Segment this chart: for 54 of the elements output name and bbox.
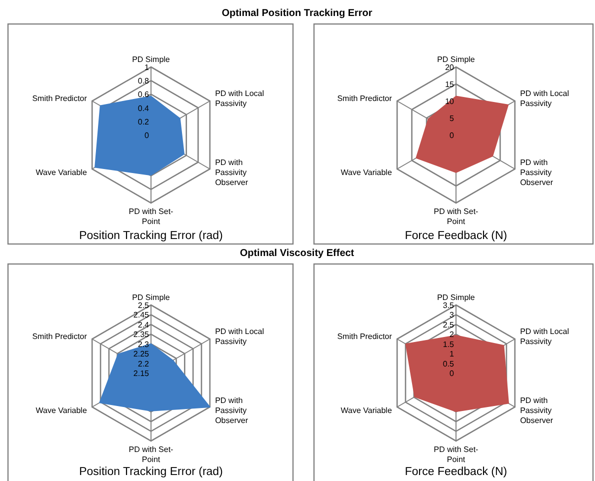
y-tick-label: 0 [144,131,150,140]
spoke-label: PD with Passivity Observer [520,396,554,425]
spoke-label: PD with Set-Point [128,207,174,226]
spoke-label: Wave Variable [36,168,88,177]
text: Position Tracking Error (rad) [79,230,224,242]
y-tick-label: 2.25 [133,350,150,359]
y-tick-label: 0.6 [138,90,150,100]
spoke-label: Smith Predictor [337,332,392,341]
spoke-label: PD with Local Passivity [215,327,264,346]
y-tick-label: 2.5 [138,301,150,310]
y-tick-label: 1 [450,350,455,359]
spoke-label: PD with Passivity Observer [215,158,248,187]
y-tick-label: 1.5 [442,340,455,349]
y-tick-label: 1 [144,63,150,72]
y-tick-label: 2.15 [133,369,150,378]
spoke-label: PD Simple [437,293,476,302]
text: Optimal Position Tracking Error [222,8,372,19]
spoke-label: PD Simple [132,55,170,64]
y-tick-label: 5 [450,114,455,123]
text: Force Feedback (N) [404,466,508,478]
text: Optimal Viscosity Effect [240,248,355,259]
spoke-label: Smith Predictor [32,332,88,341]
spoke-label: PD with Local Passivity [215,89,264,108]
spoke-label: PD Simple [437,55,476,64]
spoke-label: PD with Local Passivity [520,327,570,346]
y-tick-label: 3.5 [442,301,455,310]
text: Position Tracking Error (rad) [79,466,224,478]
y-tick-label: 0.2 [138,117,150,126]
spoke-label: PD Simple [132,293,170,302]
spoke-label: PD with Local Passivity [520,89,570,108]
y-tick-label: 2.45 [133,310,150,320]
spoke-label: PD with Set-Point [434,445,479,464]
spoke-label: PD with Set-Point [434,207,479,226]
spoke-label: Wave Variable [340,168,392,177]
y-tick-label: 3 [450,310,455,320]
spoke-label: Wave Variable [340,406,392,415]
y-tick-label: 2.2 [138,359,150,368]
y-tick-label: 0.8 [138,76,150,86]
y-tick-label: 2.5 [442,320,455,330]
text: Force Feedback (N) [404,230,508,242]
spoke-label: Smith Predictor [337,94,392,103]
y-tick-label: 20 [445,63,455,72]
spoke-label: Wave Variable [36,406,88,415]
y-tick-label: 0 [450,369,455,378]
spoke-label: PD with Passivity Observer [520,158,554,187]
spoke-label: PD with Passivity Observer [215,396,248,425]
y-tick-label: 2.4 [138,320,150,330]
y-tick-label: 0.5 [442,359,455,368]
spoke-label: Smith Predictor [32,94,88,103]
y-tick-label: 0.4 [138,104,150,113]
spoke-label: PD with Set-Point [128,445,174,464]
y-tick-label: 15 [445,80,455,89]
y-tick-label: 0 [450,131,455,140]
y-tick-label: 2.35 [133,330,150,340]
